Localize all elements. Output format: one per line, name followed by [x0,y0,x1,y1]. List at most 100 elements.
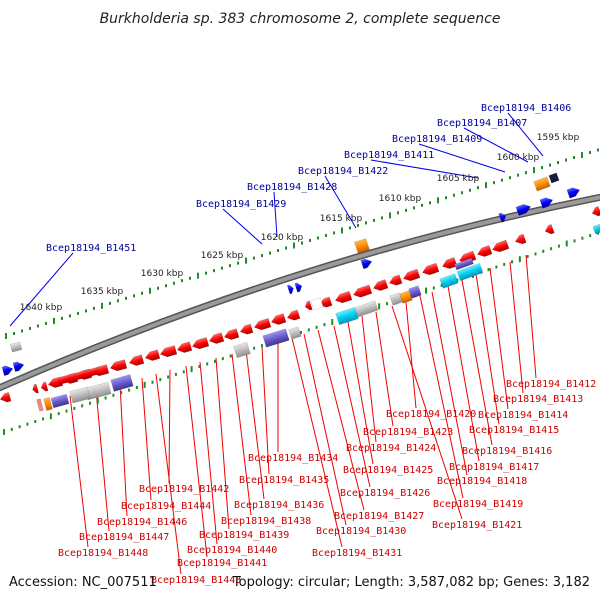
outer-scale-tick [285,246,287,250]
outer-scale-tick [469,188,471,192]
inner-scale-tick [542,249,545,253]
outer-scale-tick [93,306,95,310]
outer-scale-tick [325,233,327,237]
outer-scale-tick [117,299,119,303]
inner-scale-tick [518,256,521,263]
outer-scale-tick [293,242,295,249]
inner-label-connector [231,353,252,516]
inner-scale-tick [331,319,334,326]
outer-scale-tick [125,296,127,300]
inner-scale-tick [300,331,302,334]
forward-gene-block [57,367,99,385]
outer-scale-tick [101,302,103,309]
kbp-scale-label: 1600 kbp [497,153,540,163]
inner-gene-label: Bcep18194_B1418 [437,476,527,487]
outer-scale-tick [301,241,303,245]
map-title: Burkholderia sp. 383 chromosome 2, compl… [100,11,501,27]
outer-scale-tick [181,279,183,283]
inner-gene-label: Bcep18194_B1436 [234,500,324,511]
reverse-gene-arrow [286,284,294,295]
inner-scale-tick [229,354,232,358]
feature-box [454,257,474,271]
inner-scale-tick [49,413,52,420]
feature-box [310,297,324,311]
outer-scale-tick [501,178,503,182]
reverse-gene-arrow [12,361,25,372]
inner-scale-tick [511,260,514,264]
inner-scale-tick [425,287,428,294]
kbp-scale-label: 1625 kbp [201,251,244,261]
inner-scale-tick [57,412,60,416]
outer-scale-tick [109,301,111,305]
outer-scale-tick [85,309,87,313]
outer-scale-tick [405,208,407,212]
inner-scale-tick [534,252,537,256]
outer-scale-tick [5,333,7,339]
kbp-scale-label: 1630 kbp [141,269,184,279]
inner-label-connector [475,273,500,425]
forward-gene-arrow [477,245,493,257]
feature-box [288,326,302,340]
outer-gene-label: Bcep18194_B1411 [344,150,434,161]
outer-gene-label: Bcep18194_B1422 [298,166,388,177]
outer-scale-tick [573,156,575,160]
inner-gene-label: Bcep18194_B1447 [79,532,169,543]
inner-gene-label: Bcep18194_B1421 [432,520,522,531]
outer-scale-tick [277,249,279,253]
forward-gene-arrow [422,262,440,276]
outer-label-connector [324,175,357,229]
inner-scale-tick [307,328,310,332]
inner-label-connector [447,285,480,462]
forward-gene-arrow [0,392,12,403]
forward-gene-arrow [128,354,145,366]
outer-scale-tick [197,272,199,279]
kbp-scale-label: 1620 kbp [261,233,304,243]
forward-gene-arrow [544,224,555,235]
inner-gene-label: Bcep18194_B1414 [478,410,568,421]
outer-scale-tick [53,317,55,324]
outer-scale-tick [61,316,63,320]
reverse-gene-arrow [294,282,303,293]
inner-scale-tick [190,366,193,373]
reverse-gene-arrow [539,197,554,209]
inner-label-connector [95,389,110,532]
outer-label-connector [273,191,278,238]
outer-scale-tick [157,286,159,290]
outer-scale-tick [493,181,495,185]
outer-gene-label: Bcep18194_B1428 [247,182,337,193]
outer-scale-tick [357,223,359,227]
outer-scale-tick [21,329,23,333]
inner-scale-tick [495,265,498,269]
forward-gene-arrow [239,323,254,335]
outer-scale-tick [221,266,223,270]
gene-features [0,172,600,412]
inner-gene-label: Bcep18194_B1426 [340,488,430,499]
feature-box [36,398,44,412]
inner-scale-tick [440,283,443,287]
outer-scale-tick [45,321,47,325]
inner-scale-tick [10,427,13,431]
outer-gene-label: Bcep18194_B1409 [392,134,482,145]
feature-box [456,262,484,282]
inner-scale-tick [96,397,99,404]
inner-label-connector [119,383,128,517]
inner-gene-label: Bcep18194_B1439 [199,530,289,541]
inner-scale-tick [581,236,584,240]
forward-gene-arrow [304,300,313,311]
inner-gene-label: Bcep18194_B1442 [139,484,229,495]
forward-gene-arrow [270,313,287,325]
feature-box [262,328,290,348]
outer-scale-tick [517,173,519,177]
outer-scale-tick [477,186,479,190]
inner-gene-label: Bcep18194_B1448 [58,548,148,559]
inner-gene-label: Bcep18194_B1415 [469,425,559,436]
inner-scale-tick [323,323,326,327]
inner-label-connector [525,254,537,379]
forward-gene-arrow [514,233,527,245]
inner-scale-tick [151,380,154,384]
inner-scale-tick [182,370,185,374]
outer-scale-tick [533,167,535,174]
inner-scale-tick [167,375,170,379]
